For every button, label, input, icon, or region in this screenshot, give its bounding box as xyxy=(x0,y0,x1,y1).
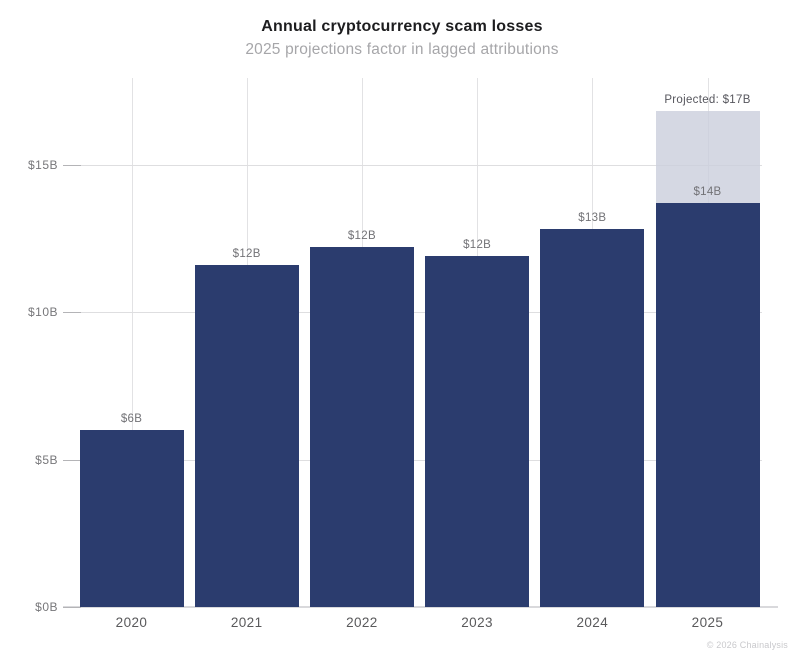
bar-value-label-2020: $6B xyxy=(120,413,143,425)
x-axis-label-2024: 2024 xyxy=(576,615,609,630)
x-axis-line xyxy=(63,606,778,608)
bar-value-label-2021: $12B xyxy=(232,247,261,260)
bar-projected-2025 xyxy=(655,111,760,203)
horizontal-gridline xyxy=(63,164,762,166)
x-axis-label-2025: 2025 xyxy=(691,615,724,630)
chart-title: Annual cryptocurrency scam losses xyxy=(261,18,543,35)
bar-2020 xyxy=(79,430,184,607)
bar-2021 xyxy=(194,264,299,607)
y-axis-tick xyxy=(63,459,81,461)
bar-value-label-2024: $13B xyxy=(578,212,607,225)
y-axis-label: $15B xyxy=(27,157,58,172)
bar-2023 xyxy=(425,255,530,607)
x-axis-label-2022: 2022 xyxy=(346,615,378,630)
vertical-gridline xyxy=(131,78,133,607)
y-axis-tick xyxy=(63,164,81,166)
bar-value-label-2022: $12B xyxy=(347,230,376,243)
attribution-footer: © 2026 Chainalysis xyxy=(706,640,788,650)
y-axis-label: $0B xyxy=(35,600,58,614)
y-axis-tick xyxy=(63,607,81,608)
bar-2025 xyxy=(655,202,760,607)
y-axis-label: $5B xyxy=(35,452,58,467)
bar-2022 xyxy=(309,247,414,607)
x-axis-label-2021: 2021 xyxy=(230,615,263,630)
x-axis-label-2023: 2023 xyxy=(461,615,493,630)
x-axis-label-2020: 2020 xyxy=(115,615,148,630)
chart-subtitle: 2025 projections factor in lagged attrib… xyxy=(245,41,559,58)
bar-value-label-2023: $12B xyxy=(463,238,492,251)
y-axis-tick xyxy=(63,312,81,313)
bar-value-label-2025: $14B xyxy=(693,185,722,198)
y-axis-label: $10B xyxy=(27,305,58,319)
bar-2024 xyxy=(540,229,645,607)
projected-value-label: Projected: $17B xyxy=(664,94,751,107)
